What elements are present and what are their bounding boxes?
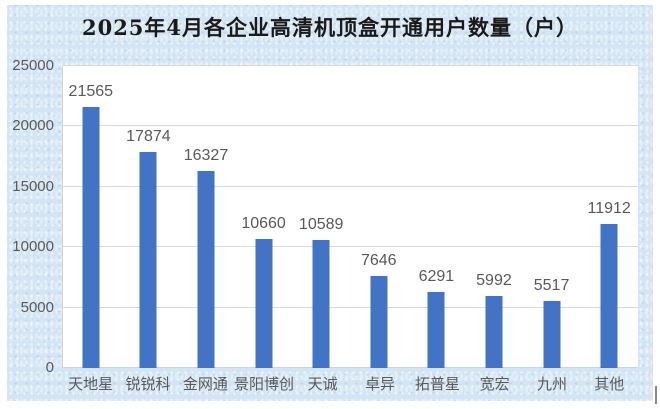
bar [600, 224, 618, 368]
y-tick-label: 25000 [12, 57, 54, 74]
gridline [63, 125, 638, 127]
gridline [63, 246, 638, 248]
bars-layer: 21565 17874 16327 10660 10589 7646 6291 5992 551… [62, 66, 638, 368]
bar-slot: 7646 [350, 66, 408, 368]
x-axis: 天地星 锐锐科 金网通 景阳博创 天诚 卓异 拓普星 宽宏 九州 其他 [62, 375, 638, 397]
x-category-label: 拓普星 [414, 376, 460, 393]
gridline [63, 65, 638, 66]
bar-value-label: 6291 [418, 268, 455, 285]
bar-slot: 5517 [523, 66, 581, 368]
bar [255, 239, 273, 368]
bar-value-label: 17874 [126, 128, 171, 145]
x-category-label: 金网通 [182, 376, 228, 393]
y-tick-label: 0 [45, 359, 54, 376]
bar-slot: 16327 [177, 66, 235, 368]
bar-value-label: 5517 [533, 277, 570, 294]
bar [197, 171, 215, 368]
x-category-label: 卓异 [364, 376, 395, 393]
bar-slot: 11912 [580, 66, 638, 368]
y-tick-label: 15000 [12, 177, 54, 195]
bar [427, 292, 445, 368]
bar-slot: 5992 [465, 66, 523, 368]
gridline [63, 306, 638, 308]
x-category-label: 天诚 [307, 376, 338, 393]
plot-area [62, 65, 638, 368]
cursor-artifact [655, 386, 657, 404]
bar [139, 152, 157, 368]
bar-slot: 10660 [235, 66, 293, 368]
bar-slot: 6291 [408, 66, 466, 368]
x-category-label: 宽宏 [479, 376, 510, 393]
bar [485, 296, 503, 368]
bar [312, 240, 330, 368]
x-category-label: 锐锐科 [125, 376, 171, 393]
bar-value-label: 5992 [476, 272, 512, 289]
bar [543, 301, 561, 368]
bar [82, 107, 100, 368]
x-category-label: 其他 [594, 376, 625, 393]
y-tick-label: 20000 [12, 117, 54, 135]
y-axis: 0 5000 10000 15000 20000 25000 [0, 57, 54, 376]
bar-slot: 10589 [292, 66, 350, 368]
bar-slot: 17874 [120, 66, 178, 368]
bar-value-label: 10660 [241, 215, 286, 232]
bar-value-label: 16327 [183, 147, 229, 164]
y-tick-label: 10000 [12, 238, 54, 256]
y-tick-label: 5000 [20, 298, 54, 316]
bar-value-label: 7646 [360, 252, 397, 269]
bar [370, 276, 388, 368]
gridline [63, 185, 638, 187]
bar-value-label: 10589 [298, 216, 344, 233]
bar-slot: 21565 [62, 66, 120, 368]
x-category-label: 景阳博创 [233, 376, 294, 393]
bar-value-label: 21565 [68, 83, 114, 100]
bar-value-label: 11912 [587, 200, 631, 217]
x-category-label: 九州 [536, 376, 567, 393]
chart-title: 2025年4月各企业高清机顶盒开通用户数量（户） [81, 15, 579, 40]
x-category-label: 天地星 [68, 376, 114, 393]
